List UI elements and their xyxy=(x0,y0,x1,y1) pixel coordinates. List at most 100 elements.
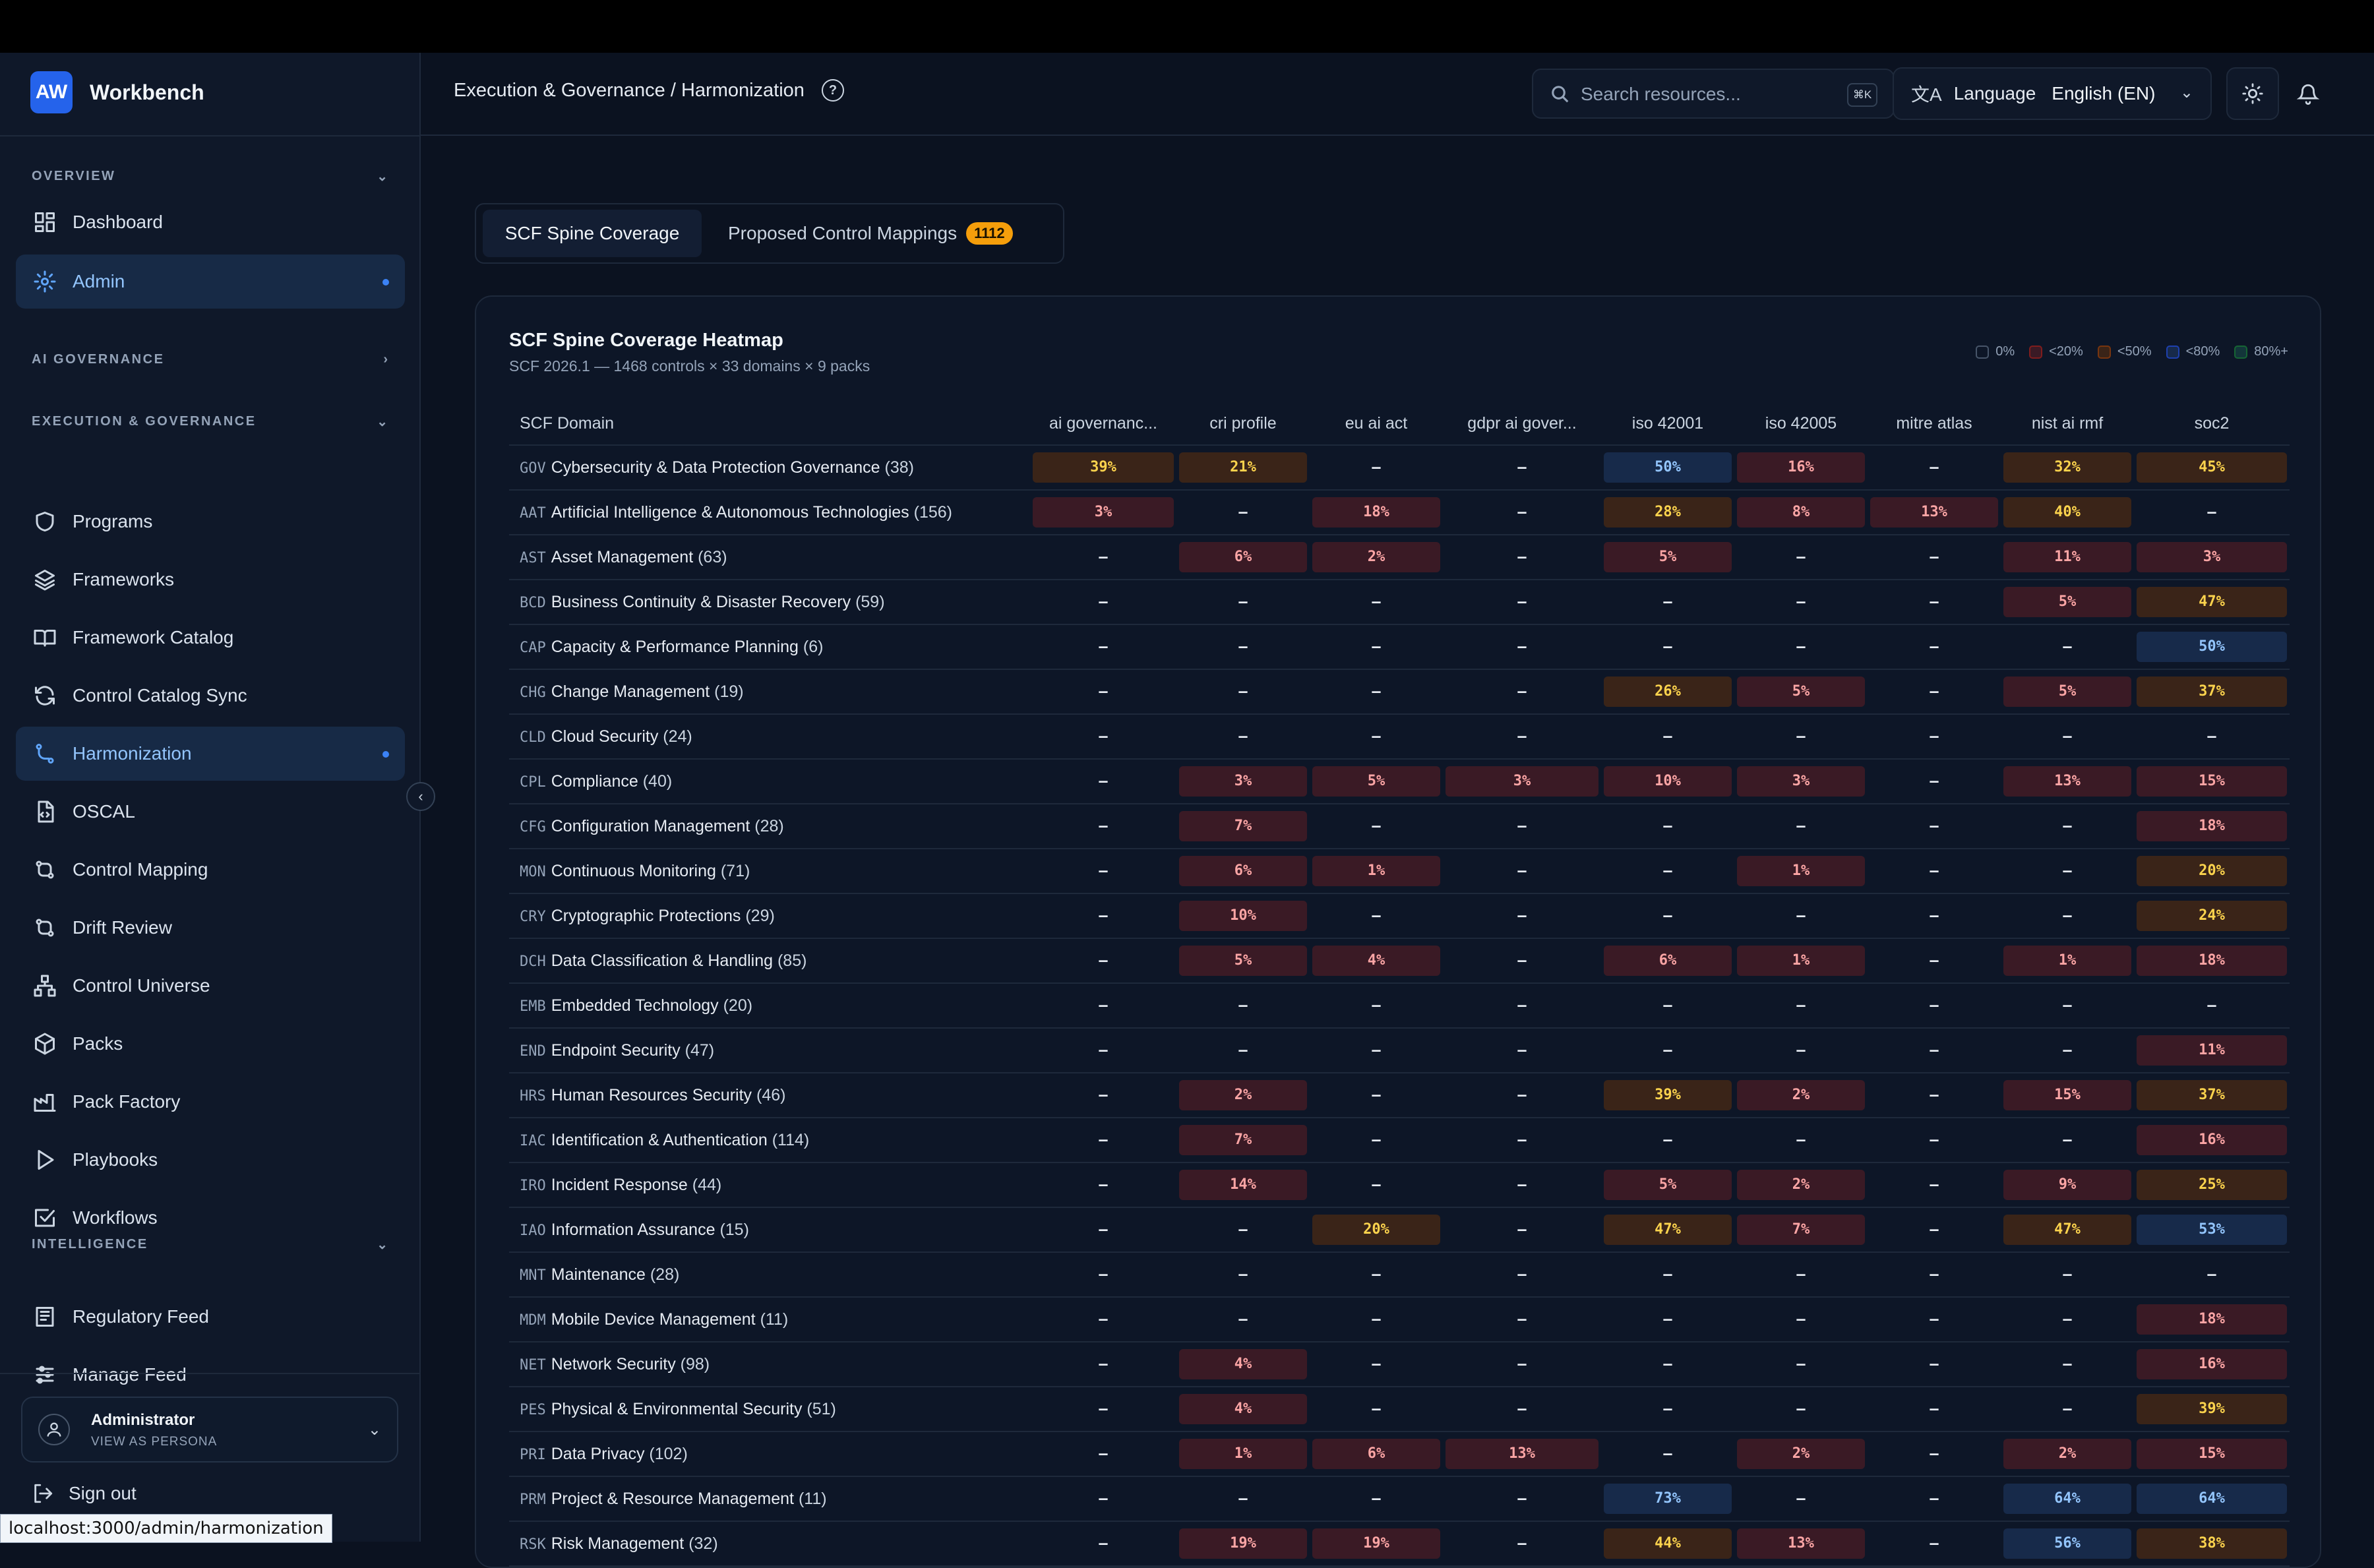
table-row[interactable]: CAP Capacity & Performance Planning (6) – –… xyxy=(509,624,2290,670)
coverage-cell[interactable]: 5% xyxy=(1601,535,1734,580)
coverage-cell[interactable]: – xyxy=(1176,1297,1310,1342)
table-row[interactable]: HRS Human Resources Security (46) – 2% – – 39%… xyxy=(509,1073,2290,1118)
section-overview[interactable]: OVERVIEW ⌄ xyxy=(32,166,388,186)
coverage-cell[interactable]: – xyxy=(1030,1118,1176,1163)
coverage-cell[interactable]: 2% xyxy=(1176,1073,1310,1118)
coverage-cell[interactable]: – xyxy=(2134,983,2290,1029)
coverage-cell[interactable]: 10% xyxy=(1601,759,1734,804)
coverage-cell[interactable]: 3% xyxy=(2134,535,2290,580)
table-row[interactable]: MON Continuous Monitoring (71) –6% 1% – –1% – –… xyxy=(509,849,2290,894)
coverage-cell[interactable]: – xyxy=(1310,1162,1443,1208)
coverage-cell[interactable]: – xyxy=(1734,1342,1868,1387)
column-header[interactable]: cri profile xyxy=(1176,402,1310,446)
coverage-cell[interactable]: – xyxy=(1176,1207,1310,1253)
coverage-cell[interactable]: – xyxy=(1734,1028,1868,1073)
coverage-cell[interactable]: – xyxy=(1310,1028,1443,1073)
sidebar-item-admin[interactable]: Admin xyxy=(16,255,405,309)
coverage-cell[interactable]: – xyxy=(1868,1432,2001,1477)
coverage-cell[interactable]: – xyxy=(1443,445,1601,491)
coverage-cell[interactable]: – xyxy=(1176,624,1310,670)
coverage-cell[interactable]: – xyxy=(2001,624,2134,670)
coverage-cell[interactable]: 18% xyxy=(2134,804,2290,849)
table-row[interactable]: PRI Data Privacy (102) –1% 6% 13% –2% –2% 15% xyxy=(509,1432,2290,1477)
sign-out-button[interactable]: Sign out xyxy=(32,1477,137,1510)
coverage-cell[interactable]: – xyxy=(1030,804,1176,849)
coverage-cell[interactable]: – xyxy=(1601,804,1734,849)
coverage-cell[interactable]: – xyxy=(1443,849,1601,894)
sidebar-item-control-catalog-sync[interactable]: Control Catalog Sync xyxy=(16,669,405,723)
coverage-cell[interactable]: 14% xyxy=(1176,1162,1310,1208)
coverage-cell[interactable]: 50% xyxy=(1601,445,1734,491)
coverage-cell[interactable]: – xyxy=(1030,624,1176,670)
coverage-cell[interactable]: – xyxy=(2134,714,2290,760)
coverage-cell[interactable]: – xyxy=(1868,1162,2001,1208)
language-select[interactable]: 文A Language English (EN) ⌄ xyxy=(1893,67,2212,120)
coverage-cell[interactable]: 2% xyxy=(1734,1073,1868,1118)
coverage-cell[interactable]: 15% xyxy=(2134,759,2290,804)
coverage-cell[interactable]: – xyxy=(1310,983,1443,1029)
coverage-cell[interactable]: 26% xyxy=(1601,669,1734,715)
coverage-cell[interactable]: 1% xyxy=(2001,938,2134,984)
coverage-cell[interactable]: – xyxy=(2001,893,2134,939)
coverage-cell[interactable]: – xyxy=(1868,624,2001,670)
coverage-cell[interactable]: – xyxy=(2001,1118,2134,1163)
coverage-cell[interactable]: – xyxy=(1030,1073,1176,1118)
table-row[interactable]: PES Physical & Environmental Security (51… xyxy=(509,1387,2290,1432)
coverage-cell[interactable]: – xyxy=(1443,1252,1601,1298)
coverage-cell[interactable]: – xyxy=(1310,1252,1443,1298)
coverage-cell[interactable]: 6% xyxy=(1176,849,1310,894)
coverage-cell[interactable]: – xyxy=(1734,1476,1868,1522)
coverage-cell[interactable]: 20% xyxy=(1310,1207,1443,1253)
coverage-cell[interactable]: 7% xyxy=(1734,1207,1868,1253)
table-row[interactable]: AAT Artificial Intelligence & Autonomous … xyxy=(509,490,2290,535)
coverage-cell[interactable]: – xyxy=(1868,1297,2001,1342)
brand[interactable]: AW Workbench xyxy=(30,71,204,113)
coverage-cell[interactable]: 39% xyxy=(1030,445,1176,491)
collapse-sidebar-button[interactable]: ‹ xyxy=(406,782,435,811)
coverage-cell[interactable]: – xyxy=(1601,714,1734,760)
coverage-cell[interactable]: – xyxy=(1030,1476,1176,1522)
search-input[interactable] xyxy=(1579,80,1819,108)
coverage-cell[interactable]: – xyxy=(1310,669,1443,715)
coverage-cell[interactable]: – xyxy=(1601,580,1734,625)
coverage-cell[interactable]: 10% xyxy=(1176,893,1310,939)
coverage-cell[interactable]: 28% xyxy=(1601,490,1734,535)
coverage-cell[interactable]: 1% xyxy=(1734,849,1868,894)
coverage-cell[interactable]: 18% xyxy=(2134,1297,2290,1342)
coverage-cell[interactable]: 16% xyxy=(1734,445,1868,491)
coverage-cell[interactable]: 73% xyxy=(1601,1476,1734,1522)
coverage-cell[interactable]: – xyxy=(1310,804,1443,849)
coverage-cell[interactable]: – xyxy=(1176,1252,1310,1298)
coverage-cell[interactable]: 4% xyxy=(1310,938,1443,984)
coverage-cell[interactable]: – xyxy=(1030,1162,1176,1208)
coverage-cell[interactable]: 2% xyxy=(1310,535,1443,580)
coverage-cell[interactable]: 56% xyxy=(2001,1521,2134,1567)
coverage-cell[interactable]: – xyxy=(1443,1162,1601,1208)
coverage-cell[interactable]: – xyxy=(1734,983,1868,1029)
section-ai-governance[interactable]: AI GOVERNANCE › xyxy=(32,349,388,369)
coverage-cell[interactable]: 6% xyxy=(1310,1432,1443,1477)
sidebar-item-framework-catalog[interactable]: Framework Catalog xyxy=(16,611,405,665)
coverage-cell[interactable]: 25% xyxy=(2134,1162,2290,1208)
sidebar-item-control-mapping[interactable]: Control Mapping xyxy=(16,843,405,897)
coverage-cell[interactable]: – xyxy=(1443,624,1601,670)
coverage-cell[interactable]: – xyxy=(1868,445,2001,491)
sidebar-item-control-universe[interactable]: Control Universe xyxy=(16,959,405,1013)
coverage-cell[interactable]: – xyxy=(1176,983,1310,1029)
coverage-cell[interactable]: – xyxy=(1443,490,1601,535)
coverage-cell[interactable]: – xyxy=(1734,1297,1868,1342)
column-header[interactable]: mitre atlas xyxy=(1868,402,2001,446)
coverage-cell[interactable]: 64% xyxy=(2134,1476,2290,1522)
coverage-cell[interactable]: 6% xyxy=(1176,535,1310,580)
coverage-cell[interactable]: – xyxy=(1310,1476,1443,1522)
coverage-cell[interactable]: – xyxy=(1030,759,1176,804)
coverage-cell[interactable]: 18% xyxy=(1310,490,1443,535)
coverage-cell[interactable]: 3% xyxy=(1030,490,1176,535)
column-header[interactable]: eu ai act xyxy=(1310,402,1443,446)
coverage-cell[interactable]: – xyxy=(1601,893,1734,939)
coverage-cell[interactable]: – xyxy=(1030,983,1176,1029)
coverage-cell[interactable]: 3% xyxy=(1443,759,1601,804)
coverage-cell[interactable]: 11% xyxy=(2001,535,2134,580)
coverage-cell[interactable]: – xyxy=(1734,580,1868,625)
coverage-cell[interactable]: 1% xyxy=(1734,938,1868,984)
